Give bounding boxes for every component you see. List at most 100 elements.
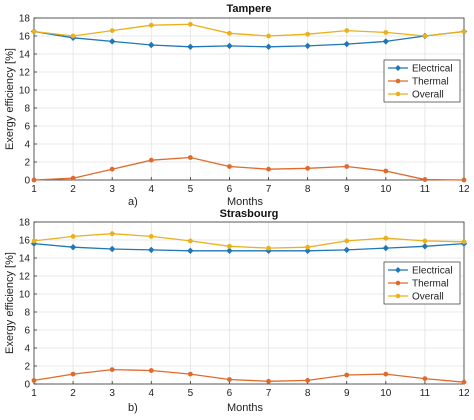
legend-label: Overall xyxy=(412,292,444,303)
data-point-overall xyxy=(461,29,467,34)
legend-marker xyxy=(395,267,401,273)
data-point-overall xyxy=(148,22,154,28)
data-point-overall xyxy=(109,28,115,33)
legend-label: Electrical xyxy=(412,64,453,75)
data-point-thermal xyxy=(305,378,311,383)
x-tick-label: 7 xyxy=(266,388,272,399)
x-tick-label: 5 xyxy=(188,388,194,399)
series-line-electrical xyxy=(33,30,465,48)
legend-marker xyxy=(395,91,401,97)
x-tick-label: 6 xyxy=(227,184,233,195)
x-tick-label: 1 xyxy=(31,184,37,195)
y-tick-label: 12 xyxy=(19,272,31,283)
x-tick-label: 11 xyxy=(420,184,431,195)
data-point-thermal xyxy=(148,157,154,163)
x-tick-label: 10 xyxy=(380,388,392,399)
data-point-overall xyxy=(109,231,115,237)
data-point-thermal xyxy=(305,165,311,171)
y-tick-label: 2 xyxy=(24,158,30,169)
chart-title: Tampere xyxy=(226,3,271,15)
data-point-thermal xyxy=(70,371,76,377)
data-point-overall xyxy=(148,234,154,239)
data-point-electrical xyxy=(265,43,272,50)
x-tick-label: 10 xyxy=(380,184,392,195)
data-point-overall xyxy=(344,28,350,33)
series-line-overall xyxy=(33,23,465,37)
data-point-electrical xyxy=(343,246,350,254)
data-point-electrical xyxy=(108,38,116,45)
series-overall xyxy=(31,21,467,39)
data-point-overall xyxy=(187,21,193,27)
data-point-electrical xyxy=(148,246,155,254)
legend-marker xyxy=(395,78,401,84)
legend-label: Thermal xyxy=(412,77,449,88)
legend-item-electrical: Electrical xyxy=(388,266,453,277)
data-point-overall xyxy=(227,30,232,36)
data-point-overall xyxy=(31,29,37,34)
x-tick-label: 6 xyxy=(227,388,233,399)
series-line-electrical xyxy=(33,242,465,252)
data-point-electrical xyxy=(343,40,350,48)
legend-item-overall: Overall xyxy=(388,292,444,303)
y-tick-label: 6 xyxy=(24,326,30,337)
y-tick-label: 6 xyxy=(24,122,30,133)
data-point-electrical xyxy=(382,244,390,252)
data-point-thermal xyxy=(227,164,232,169)
data-point-electrical xyxy=(226,247,233,254)
data-point-overall xyxy=(305,244,311,250)
y-tick-label: 4 xyxy=(24,140,30,151)
y-tick-label: 0 xyxy=(24,380,30,391)
x-tick-label: 9 xyxy=(344,388,350,399)
x-tick-label: 4 xyxy=(148,388,154,399)
y-tick-label: 16 xyxy=(19,236,31,247)
x-tick-label: 7 xyxy=(266,184,272,195)
data-point-thermal xyxy=(148,368,154,373)
data-point-overall xyxy=(266,245,271,251)
data-point-thermal xyxy=(109,166,115,172)
data-point-thermal xyxy=(266,378,271,384)
x-axis-label: Months xyxy=(227,402,264,414)
chart-panel-strasbourg: 1 2 3 4 5 6 7 8 9 10 11 12024681012141618Strasbourg… xyxy=(4,208,470,414)
legend-item-overall: Overall xyxy=(388,90,444,101)
data-point-electrical xyxy=(382,38,390,45)
data-point-thermal xyxy=(109,367,115,372)
data-point-overall xyxy=(187,238,193,244)
x-tick-label: 1 xyxy=(31,388,37,399)
data-point-electrical xyxy=(421,243,429,250)
x-tick-label: 4 xyxy=(148,184,154,195)
series-line-thermal xyxy=(33,156,465,181)
legend-label: Electrical xyxy=(412,266,453,277)
x-tick-label: 11 xyxy=(420,388,431,399)
legend-marker xyxy=(395,65,401,71)
data-point-overall xyxy=(31,238,37,244)
y-axis-label: Exergy efficiency [%] xyxy=(4,252,16,354)
data-point-thermal xyxy=(266,166,271,172)
y-tick-label: 18 xyxy=(19,218,31,229)
data-point-thermal xyxy=(461,379,467,385)
x-tick-label: 2 xyxy=(70,388,76,399)
series-line-overall xyxy=(33,233,465,249)
x-tick-label: 2 xyxy=(70,184,76,195)
y-tick-label: 8 xyxy=(24,308,30,319)
data-point-thermal xyxy=(31,378,37,383)
series-line-thermal xyxy=(33,368,465,383)
data-point-overall xyxy=(461,239,467,245)
panel-label: a) xyxy=(128,196,138,208)
data-point-electrical xyxy=(226,42,233,50)
plot-frame xyxy=(33,17,465,181)
data-point-thermal xyxy=(383,371,389,377)
data-point-overall xyxy=(305,31,311,37)
data-point-thermal xyxy=(344,164,350,169)
data-point-thermal xyxy=(344,372,350,378)
legend-label: Overall xyxy=(412,90,444,101)
y-tick-label: 14 xyxy=(19,50,31,61)
legend-item-thermal: Thermal xyxy=(388,279,449,290)
legend-item-electrical: Electrical xyxy=(388,64,453,75)
data-point-overall xyxy=(344,238,350,244)
data-point-overall xyxy=(227,243,232,249)
data-point-electrical xyxy=(304,42,311,50)
series-thermal xyxy=(31,367,467,385)
data-point-thermal xyxy=(70,175,76,181)
y-tick-label: 0 xyxy=(24,176,30,187)
